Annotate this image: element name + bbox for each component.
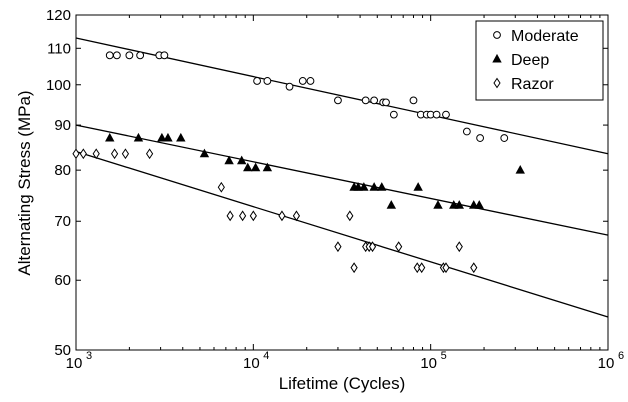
- data-point-moderate: [160, 51, 169, 60]
- data-point-deep: [176, 132, 186, 142]
- data-point-deep: [163, 132, 173, 142]
- data-point-deep: [386, 200, 397, 209]
- x-tick-label: 10: [66, 355, 83, 372]
- data-point-moderate: [500, 134, 509, 142]
- data-point-razor: [334, 241, 342, 253]
- legend-label-razor: Razor: [511, 76, 554, 93]
- data-point-razor: [121, 148, 130, 160]
- data-point-razor: [79, 148, 87, 160]
- x-tick-label: 10: [243, 355, 260, 372]
- data-markers: [72, 51, 525, 274]
- x-tick-label: 10: [420, 355, 437, 372]
- y-axis-title: Alternating Stress (MPa): [15, 90, 34, 275]
- data-point-razor: [217, 181, 225, 193]
- data-point-deep: [105, 132, 115, 142]
- legend-label-moderate: Moderate: [511, 28, 579, 45]
- data-point-moderate: [298, 77, 307, 85]
- data-point-moderate: [382, 98, 390, 107]
- data-point-razor: [350, 262, 358, 274]
- data-point-moderate: [432, 110, 441, 119]
- data-point-moderate: [105, 51, 114, 60]
- data-point-deep: [262, 162, 273, 172]
- data-point-moderate: [462, 127, 471, 136]
- legend-marker-razor: [493, 77, 501, 89]
- fit-line-deep: [75, 124, 609, 236]
- fit-line-razor: [75, 150, 609, 318]
- legend-marker-moderate: [493, 31, 501, 39]
- data-point-deep: [433, 200, 443, 209]
- data-point-razor: [418, 262, 426, 274]
- data-point-deep: [377, 182, 387, 191]
- data-point-razor: [72, 148, 80, 160]
- data-point-razor: [110, 148, 119, 160]
- x-axis-ticks: 10 3 10 4 10 5 10 6: [66, 15, 624, 372]
- data-point-razor: [92, 148, 100, 160]
- data-point-moderate: [112, 51, 121, 60]
- data-point-razor: [292, 210, 301, 222]
- data-point-moderate: [285, 82, 294, 91]
- data-point-moderate: [334, 96, 342, 105]
- data-point-deep: [224, 155, 234, 165]
- x-tick-exponent: 5: [441, 350, 447, 362]
- data-point-razor: [249, 210, 257, 222]
- data-point-moderate: [389, 110, 398, 119]
- data-point-moderate: [476, 134, 484, 142]
- y-tick-label: 90: [54, 117, 71, 134]
- legend-marker-deep: [492, 53, 502, 63]
- data-point-razor: [278, 210, 286, 222]
- data-point-deep: [250, 162, 261, 172]
- legend-label-deep: Deep: [511, 52, 549, 69]
- data-point-moderate: [125, 51, 134, 60]
- data-point-deep: [369, 182, 379, 191]
- y-tick-label: 50: [54, 342, 71, 359]
- y-tick-label: 110: [47, 40, 71, 57]
- data-point-moderate: [253, 77, 261, 85]
- data-point-razor: [470, 262, 478, 274]
- data-point-deep: [515, 165, 525, 174]
- x-tick-exponent: 6: [618, 350, 624, 362]
- data-point-moderate: [361, 96, 370, 105]
- data-point-deep: [474, 200, 484, 209]
- data-point-moderate: [442, 110, 450, 119]
- y-tick-label: 60: [54, 272, 71, 289]
- x-tick-exponent: 4: [263, 350, 269, 362]
- data-point-deep: [243, 162, 253, 172]
- y-tick-label: 80: [54, 162, 71, 179]
- data-point-razor: [455, 241, 463, 253]
- data-point-deep: [133, 132, 144, 142]
- data-point-razor: [239, 210, 247, 222]
- data-point-razor: [346, 210, 354, 222]
- y-tick-label: 120: [46, 7, 71, 24]
- data-point-moderate: [263, 77, 272, 85]
- data-point-moderate: [306, 77, 315, 85]
- data-point-deep: [413, 182, 423, 191]
- data-point-razor: [145, 148, 154, 160]
- data-point-deep: [454, 200, 464, 209]
- data-point-moderate: [409, 96, 418, 105]
- data-point-deep: [359, 182, 369, 191]
- x-tick-exponent: 3: [86, 350, 92, 362]
- data-point-deep: [353, 182, 363, 191]
- x-axis-title: Lifetime (Cycles): [279, 374, 406, 393]
- data-point-razor: [442, 262, 450, 274]
- y-tick-label: 100: [46, 77, 71, 94]
- legend: Moderate Deep Razor: [475, 20, 604, 101]
- data-point-razor: [226, 210, 234, 222]
- data-point-deep: [237, 155, 247, 165]
- data-point-razor: [395, 241, 403, 253]
- data-point-razor: [368, 241, 377, 253]
- data-point-moderate: [370, 96, 379, 105]
- y-axis-ticks: 50 60 70 80 90 100 110 120: [46, 7, 608, 359]
- data-point-deep: [199, 148, 210, 158]
- x-tick-label: 10: [598, 355, 615, 372]
- data-point-deep: [157, 132, 167, 142]
- data-point-moderate: [136, 51, 145, 60]
- y-tick-label: 70: [54, 213, 71, 230]
